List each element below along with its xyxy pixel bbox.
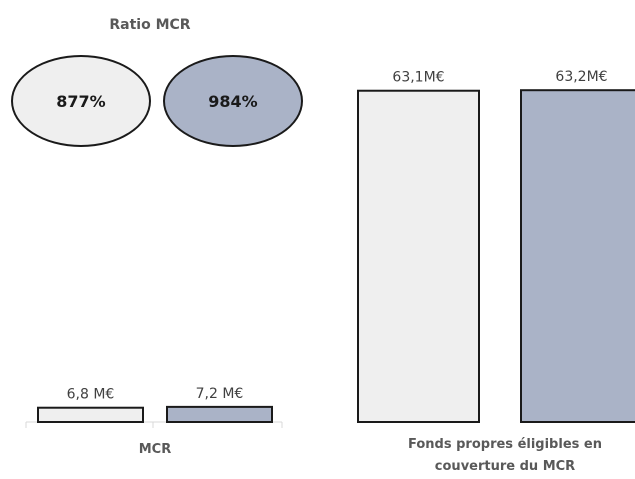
ratio-mcr-title: Ratio MCR [109, 17, 191, 33]
category-label-fonds-propres: Fonds propres éligibles en couverture du… [408, 437, 602, 474]
category-label-mcr: MCR [138, 442, 172, 457]
bar-chart0-series0 [37, 406, 144, 424]
data-label-chart0-series0: 6,8 M€ [67, 387, 115, 403]
bar-chart1-series0 [357, 89, 480, 423]
ratio-value-2: 984% [208, 91, 258, 111]
data-label-chart1-series0: 63,1M€ [392, 70, 444, 86]
ratio-value-1: 877% [56, 91, 106, 111]
data-label-chart0-series1: 7,2 M€ [196, 386, 244, 402]
ratio-oval-1: 877% [11, 55, 151, 147]
bar-chart1-series1 [520, 89, 635, 423]
bar-chart0-series1 [166, 405, 273, 424]
data-label-chart1-series1: 63,2M€ [555, 69, 607, 85]
ratio-oval-2: 984% [163, 55, 303, 147]
